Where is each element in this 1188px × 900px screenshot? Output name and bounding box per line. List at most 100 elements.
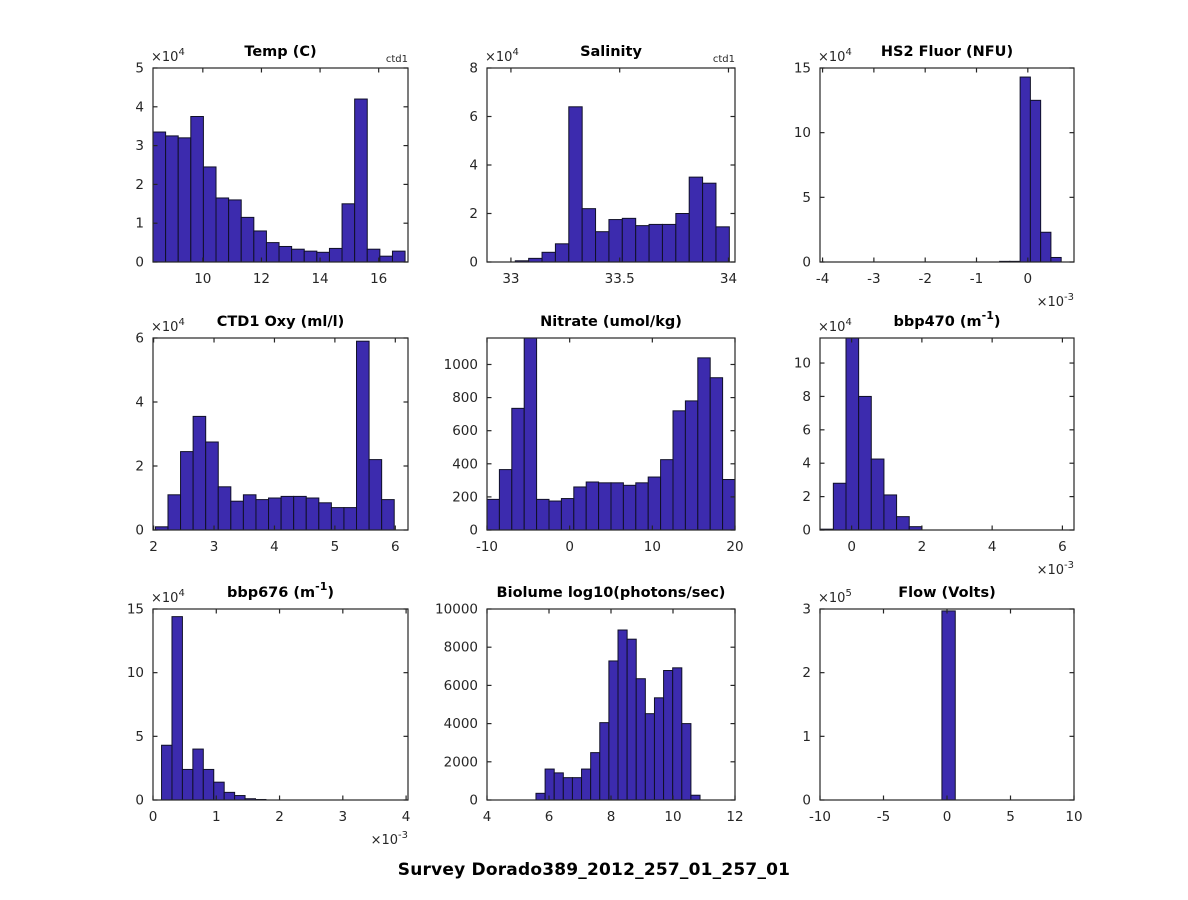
histogram-bar [635,482,649,530]
histogram-bar [486,498,500,530]
histogram-bar [535,792,546,800]
y-tick-label: 2000 [444,754,478,770]
x-tick-label: 33.5 [605,271,635,287]
y-tick-label: 5 [802,190,811,206]
histogram-bar [265,242,280,262]
y-axis-exponent: ×104 [818,47,852,65]
histogram-bar [523,338,538,530]
subplot-title: Salinity [580,44,642,60]
y-tick-label: 0 [469,255,478,271]
histogram-bar [644,713,655,800]
x-tick-label: 12 [726,809,743,825]
histogram-bar [368,459,383,530]
histogram-bar [192,415,207,530]
histogram-bar [560,498,575,530]
histogram-bar [343,507,358,530]
histogram-bar [366,248,381,262]
histogram-bar [205,441,219,530]
axes-box [152,337,409,531]
histogram-bar [568,106,583,262]
x-tick-label: 6 [1058,539,1067,555]
y-tick-label: 2 [135,459,144,475]
y-tick-label: 2 [802,665,811,681]
x-tick-label: 6 [391,539,400,555]
y-tick-label: 2 [469,206,478,222]
subplot-ctd1-oxy: 2 3 4 5 6 0 2 4 6 ×104 CTD1 Oxy (ml/l) [87,302,448,594]
x-tick-label: 10 [664,809,681,825]
histogram-bars [941,610,956,800]
subplot-title: CTD1 Oxy (ml/l) [217,314,344,330]
y-tick-label: 6 [469,109,478,125]
histogram-bar [722,479,736,530]
x-tick-label: 2 [275,809,284,825]
histogram-bars [152,98,406,262]
corner-label: ctd1 [386,54,408,65]
histogram-bar [316,251,330,262]
histogram-bar [653,697,665,800]
y-tick-label: 4 [135,395,144,411]
y-tick-label: 10 [794,125,811,141]
histogram-bar [511,407,525,530]
y-tick-label: 15 [794,61,811,77]
histogram-bar [832,482,847,530]
subplot-title: HS2 Fluor (NFU) [881,44,1013,60]
histogram-bar [303,250,318,262]
y-tick-label: 4000 [444,716,478,732]
x-tick-label: 8 [607,809,616,825]
x-tick-label: 20 [726,539,743,555]
x-tick-label: 3 [339,809,348,825]
x-tick-label: -3 [867,271,880,287]
histogram-bar [356,340,370,530]
subplot-hs2-fluor: -4 -3 -2 -1 0 0 5 10 15 ×104 ×10-3 HS2 Fluor (NFU) [754,32,1114,326]
y-tick-label: 10 [794,356,811,372]
histogram-bar [171,616,183,800]
x-tick-label: 0 [847,539,856,555]
x-tick-label: 10 [194,271,211,287]
histogram-bar [341,203,356,262]
subplot-bbp470: 0 2 4 6 0 2 4 6 8 10 ×104 ×10-3 bbp470 (m-1) [754,302,1114,594]
y-tick-label: 200 [452,489,478,505]
y-tick-label: 0 [469,523,478,539]
histogram-bars [514,106,730,262]
axes-box [819,337,1075,531]
subplot-biolume: 4 6 8 10 12 0 2000 4000 6000 8000 10000 Biolume log… [421,573,775,864]
histogram-bar [684,400,699,530]
y-tick-label: 0 [135,255,144,271]
subplot-bbp676: 0 1 2 3 4 0 5 10 15 ×104 ×10-3 bbp676 (m-1) [87,573,448,864]
histogram-bar [152,131,167,262]
histogram-bar [661,223,677,262]
subplot-salinity: 33 33.5 34 0 2 4 6 8 ×104 Salinity ctd1 [421,32,775,326]
x-tick-label: 14 [311,271,328,287]
histogram-bar [663,670,674,800]
y-tick-label: 0 [135,793,144,809]
y-tick-label: 5 [135,729,144,745]
histogram-bar [590,752,601,800]
histogram-bar [598,482,612,530]
y-axis-exponent: ×104 [818,317,852,335]
histogram-bar [240,216,255,262]
subplot-title: Biolume log10(photons/sec) [497,585,726,601]
histogram-bar [621,217,637,262]
histogram-bar [870,458,885,530]
y-tick-label: 3 [802,602,811,618]
histogram-bar [268,497,282,530]
x-tick-label: 5 [1006,809,1015,825]
histogram-bar [896,516,910,530]
histogram-bar [672,410,686,530]
y-tick-label: 6000 [444,678,478,694]
histogram-bar [381,499,395,530]
histogram-bar [278,245,293,262]
histogram-bar [230,500,244,530]
histogram-bar [217,486,232,530]
x-tick-label: 0 [149,809,158,825]
x-tick-label: -10 [476,539,498,555]
subplot-title: bbp470 (m-1) [893,309,1000,330]
histogram-bar [941,610,956,800]
subplot-temp: 10 12 14 16 0 1 2 3 4 5 ×104 Temp (C) ctd1 [87,32,448,326]
x-tick-label: 10 [644,539,661,555]
histogram-bars [154,340,395,530]
subplot-title: Temp (C) [244,44,316,60]
